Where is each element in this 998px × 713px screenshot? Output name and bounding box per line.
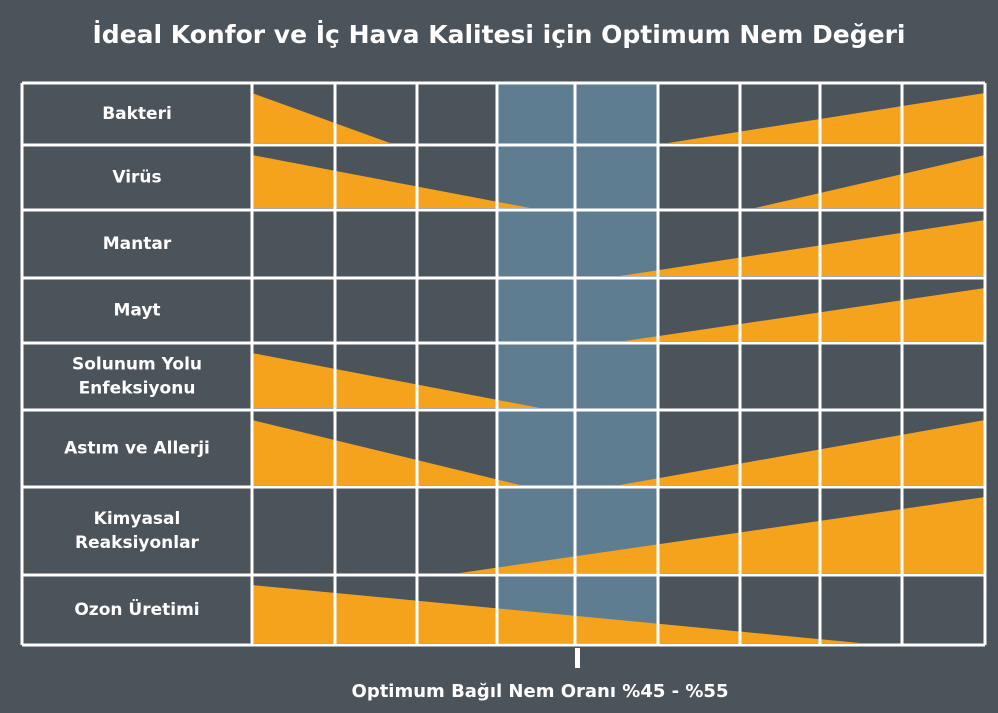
row-label: Ozon Üretimi [74, 598, 199, 620]
title: İdeal Konfor ve İç Hava Kalitesi için Op… [93, 19, 906, 49]
optimum-marker [575, 648, 580, 668]
row-label: Astım ve Allerji [64, 439, 210, 459]
wedges [252, 93, 985, 643]
row-label: Virüs [112, 168, 161, 188]
right-wedge [460, 497, 985, 573]
row-label: Solunum Yolu [72, 355, 202, 375]
left-wedge [252, 420, 520, 485]
row-label: Reaksiyonlar [75, 533, 200, 553]
row-label: Bakteri [102, 104, 172, 124]
row-labels: Bakteri Virüs Mantar Mayt Solunum Yolu Enfeks… [64, 104, 210, 620]
row-label: Mayt [113, 301, 160, 321]
right-wedge [668, 93, 985, 143]
grid [20, 81, 987, 647]
left-wedge [252, 93, 390, 143]
row-label: Mantar [103, 234, 172, 254]
right-wedge [620, 420, 985, 485]
left-wedge [252, 353, 540, 408]
footer: Optimum Bağıl Nem Oranı %45 - %55 [352, 681, 729, 702]
row-label: Kimyasal [94, 509, 181, 529]
right-wedge [625, 288, 985, 341]
right-wedge [620, 220, 985, 276]
row-label: Enfeksiyonu [79, 379, 196, 399]
right-wedge [755, 155, 985, 208]
left-wedge [252, 155, 530, 208]
left-wedge [252, 585, 860, 643]
